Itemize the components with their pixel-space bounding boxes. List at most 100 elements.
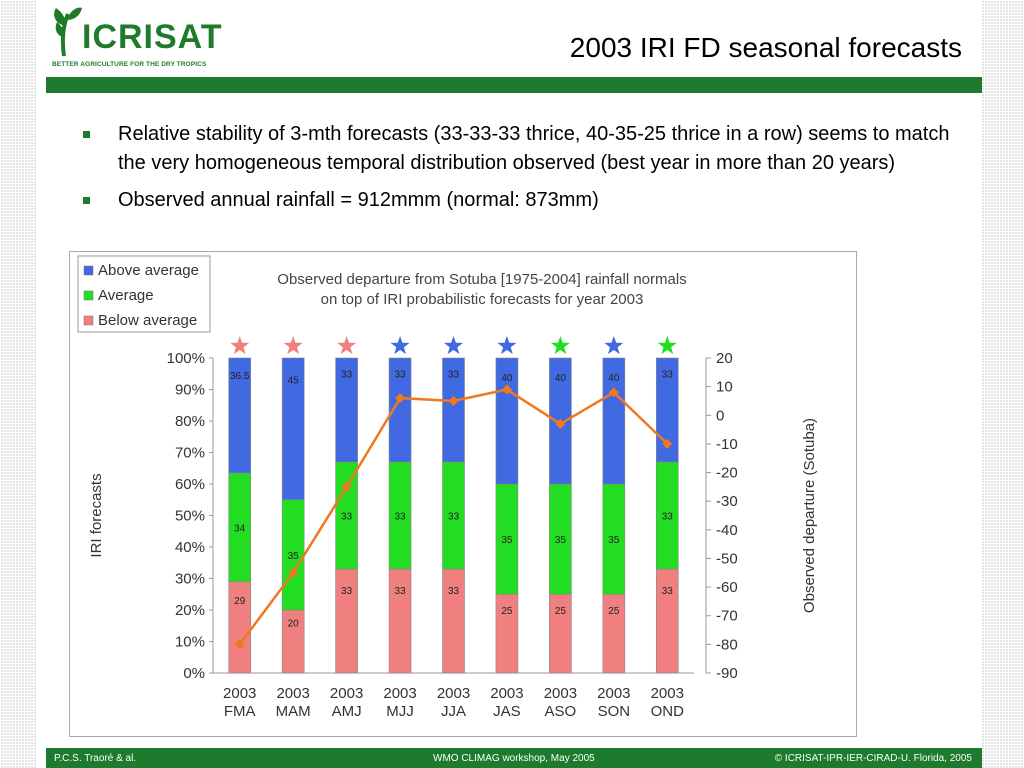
bar-data-label: 25	[555, 606, 567, 617]
bar-segment-below-average	[442, 568, 465, 674]
y-tick-label: 70%	[175, 445, 205, 462]
departure-point	[608, 387, 619, 398]
x-tick-label: FMA	[224, 703, 256, 720]
plant-icon	[54, 7, 82, 57]
bar-segment-above-average	[388, 357, 412, 463]
y2-tick-label: -30	[716, 493, 738, 510]
bullet-item: Relative stability of 3-mth forecasts (3…	[80, 120, 960, 178]
x-tick-label: MJJ	[386, 703, 414, 720]
y-tick-label: 30%	[175, 571, 205, 588]
departure-point	[662, 438, 673, 449]
legend-label: Below average	[98, 312, 197, 329]
x-tick-label: 2003	[276, 685, 309, 702]
bar-segment-above-average	[228, 357, 252, 474]
bar-data-label: 33	[341, 512, 353, 523]
y-tick-label: 0%	[183, 665, 205, 682]
logo-tagline: BETTER AGRICULTURE FOR THE DRY TROPICS	[52, 61, 207, 68]
footer-event: WMO CLIMAG workshop, May 2005	[433, 753, 595, 764]
x-tick-label: 2003	[383, 685, 416, 702]
forecast-star-icon	[497, 336, 517, 355]
y2-tick-label: -80	[716, 636, 738, 653]
x-tick-label: OND	[651, 703, 685, 720]
y-axis-title: IRI forecasts	[88, 473, 105, 557]
y2-tick-label: -60	[716, 579, 738, 596]
footer-copyright: © ICRISAT-IPR-IER-CIRAD-U. Florida, 2005	[774, 753, 972, 764]
x-tick-label: 2003	[544, 685, 577, 702]
bar-data-label: 25	[608, 606, 620, 617]
y-tick-label: 10%	[175, 634, 205, 651]
chart-title: on top of IRI probabilistic forecasts fo…	[321, 291, 644, 308]
bar-segment-below-average	[655, 568, 679, 674]
title-divider-bar	[46, 77, 982, 93]
x-tick-label: JJA	[441, 703, 466, 720]
legend-label: Above average	[98, 262, 199, 279]
forecast-star-icon	[604, 336, 624, 355]
y2-tick-label: 0	[716, 407, 724, 424]
bar-segment-above-average	[442, 357, 465, 463]
x-tick-label: JAS	[493, 703, 521, 720]
footer-authors: P.C.S. Traoré & al.	[54, 753, 137, 764]
bar-segment-above-average	[655, 357, 679, 463]
bar-data-label: 45	[288, 375, 300, 386]
x-tick-label: 2003	[330, 685, 363, 702]
bar-data-label: 40	[555, 373, 567, 384]
departure-point	[341, 481, 352, 492]
y2-tick-label: -10	[716, 436, 738, 453]
x-tick-label: SON	[598, 703, 631, 720]
bar-segment-below-average	[335, 568, 358, 674]
bar-data-label: 33	[448, 370, 460, 381]
bar-data-label: 33	[448, 586, 460, 597]
bar-data-label: 33	[394, 586, 406, 597]
forecast-star-icon	[550, 336, 570, 355]
forecast-chart: 0% 10% 20% 30% 40% 50% 60% 70% 80% 90% 100% IRI for…	[69, 251, 857, 737]
y2-tick-label: -50	[716, 550, 738, 567]
y-tick-label: 80%	[175, 413, 205, 430]
logo-name: ICRISAT	[82, 18, 223, 56]
bar-data-label: 33	[394, 370, 406, 381]
forecast-star-icon	[657, 336, 677, 355]
bar-data-label: 33	[662, 370, 674, 381]
x-tick-label: ASO	[545, 703, 577, 720]
x-tick-label: 2003	[437, 685, 470, 702]
y2-tick-label: -40	[716, 522, 738, 539]
legend-box	[77, 255, 211, 333]
departure-point	[555, 418, 566, 429]
bar-data-label: 33	[662, 512, 674, 523]
bar-data-label: 29	[234, 596, 246, 607]
forecast-star-icon	[283, 336, 303, 355]
x-tick-label: 2003	[651, 685, 684, 702]
x-tick-label: 2003	[597, 685, 630, 702]
departure-point	[501, 384, 512, 395]
square-bullet-icon	[83, 197, 90, 204]
y2-tick-label: -70	[716, 608, 738, 625]
y-tick-label: 50%	[175, 508, 205, 525]
y2-tick-label: 10	[716, 379, 733, 396]
bar-data-label: 35	[288, 551, 300, 562]
bar-data-label: 35	[608, 535, 620, 546]
y-tick-label: 90%	[175, 382, 205, 399]
x-tick-label: AMJ	[332, 703, 362, 720]
bar-data-label: 33	[448, 512, 460, 523]
y-tick-label: 100%	[167, 350, 205, 367]
legend-swatch	[83, 265, 94, 276]
bar-data-label: 40	[608, 373, 620, 384]
bar-data-label: 35	[501, 535, 513, 546]
bar-data-label: 33	[662, 586, 674, 597]
bar-data-label: 33	[341, 370, 353, 381]
slide-title: 2003 IRI FD seasonal forecasts	[569, 32, 962, 63]
legend-swatch	[83, 290, 94, 301]
icrisat-logo: ICRISAT BETTER AGRICULTURE FOR THE DRY T…	[48, 4, 248, 72]
chart-canvas: 0% 10% 20% 30% 40% 50% 60% 70% 80% 90% 100% IRI for…	[77, 255, 818, 720]
bar-data-label: 33	[341, 586, 353, 597]
bar-segment-above-average	[281, 357, 305, 501]
y-tick-label: 40%	[175, 539, 205, 556]
bar-segment-below-average	[388, 568, 412, 674]
forecast-star-icon	[230, 336, 250, 355]
y-tick-label: 60%	[175, 476, 205, 493]
y2-axis-title: Observed departure (Sotuba)	[801, 418, 818, 613]
footer-bar: P.C.S. Traoré & al. WMO CLIMAG workshop,…	[46, 748, 982, 768]
chart-title: Observed departure from Sotuba [1975-200…	[277, 271, 686, 288]
departure-point	[448, 395, 459, 406]
y2-tick-label: -20	[716, 465, 738, 482]
departure-point	[288, 567, 299, 578]
